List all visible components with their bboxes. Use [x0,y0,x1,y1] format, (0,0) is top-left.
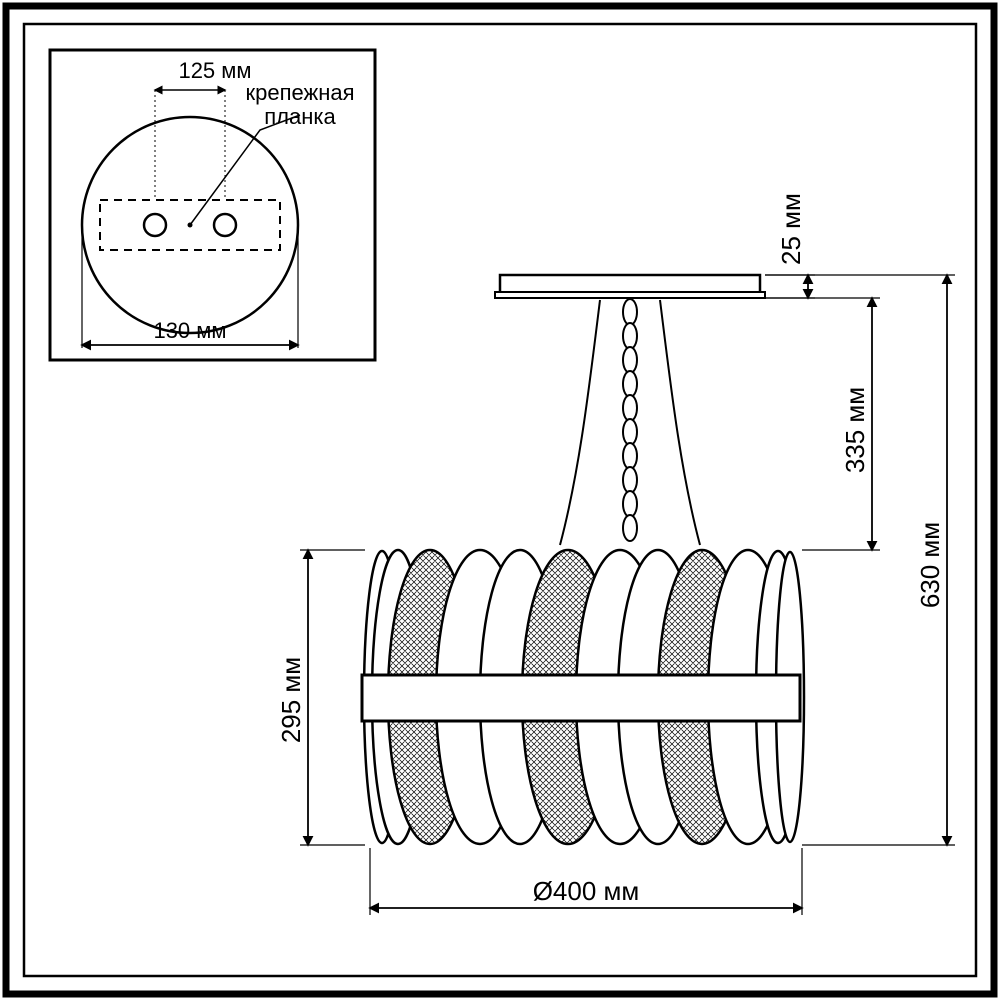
inset-panel: 125 мм крепежная планка 130 мм [50,50,375,360]
inset-dim-130: 130 мм [153,318,226,343]
dim-335-label: 335 мм [840,387,870,473]
inset-bracket-label-2: планка [264,104,336,129]
dim-295-label: 295 мм [276,657,306,743]
inset-bracket-label-1: крепежная [245,80,354,105]
fixture-body [362,550,804,844]
dim-630-label: 630 мм [915,522,945,608]
drawing-root: 125 мм крепежная планка 130 мм [0,0,1000,1000]
dim-dia-label: Ø400 мм [533,876,640,906]
canopy [495,275,765,298]
dim-25-label: 25 мм [776,193,806,265]
fixture-band [362,675,800,721]
inset-dim-125: 125 мм [178,58,251,83]
